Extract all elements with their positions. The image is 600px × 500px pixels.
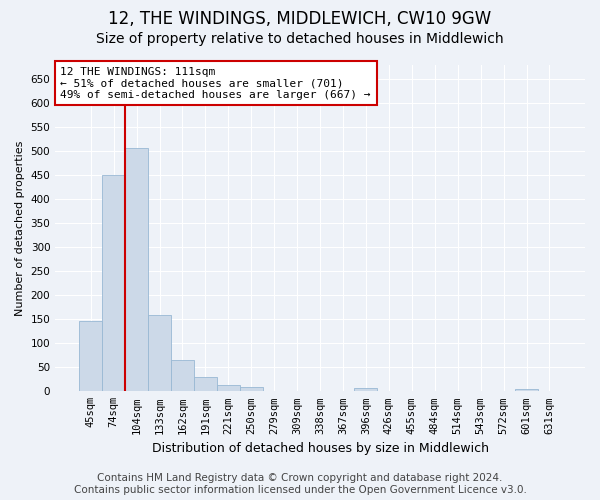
Bar xyxy=(125,148,148,392)
Bar xyxy=(79,321,102,392)
Bar xyxy=(171,360,194,392)
Text: 12, THE WINDINGS, MIDDLEWICH, CW10 9GW: 12, THE WINDINGS, MIDDLEWICH, CW10 9GW xyxy=(109,10,491,28)
Bar xyxy=(355,388,377,392)
Bar xyxy=(515,389,538,392)
Bar xyxy=(240,388,263,392)
Text: 12 THE WINDINGS: 111sqm
← 51% of detached houses are smaller (701)
49% of semi-d: 12 THE WINDINGS: 111sqm ← 51% of detache… xyxy=(61,66,371,100)
Bar xyxy=(194,377,217,392)
Bar xyxy=(217,385,240,392)
Bar xyxy=(148,316,171,392)
Y-axis label: Number of detached properties: Number of detached properties xyxy=(15,140,25,316)
Bar xyxy=(102,176,125,392)
X-axis label: Distribution of detached houses by size in Middlewich: Distribution of detached houses by size … xyxy=(152,442,488,455)
Text: Contains HM Land Registry data © Crown copyright and database right 2024.
Contai: Contains HM Land Registry data © Crown c… xyxy=(74,474,526,495)
Text: Size of property relative to detached houses in Middlewich: Size of property relative to detached ho… xyxy=(96,32,504,46)
